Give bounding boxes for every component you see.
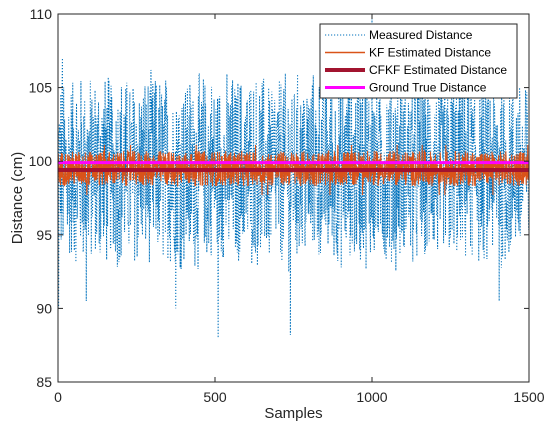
legend-label: Ground True Distance bbox=[369, 81, 487, 95]
legend-box bbox=[319, 23, 518, 99]
axes-frame bbox=[57, 13, 530, 383]
y-tick-label: 100 bbox=[29, 153, 53, 169]
y-tick-label: 90 bbox=[36, 300, 52, 316]
x-tick-label: 0 bbox=[54, 389, 62, 405]
x-tick-label: 1000 bbox=[356, 389, 387, 405]
legend-label: Measured Distance bbox=[369, 28, 473, 42]
y-tick-label: 105 bbox=[29, 80, 53, 96]
legend: Measured Distance KF Estimated Distance CF… bbox=[319, 23, 518, 99]
y-tick-label: 85 bbox=[36, 374, 52, 390]
x-axis-label: Samples bbox=[264, 405, 322, 422]
legend-label: KF Estimated Distance bbox=[369, 46, 491, 60]
kf-estimated-line bbox=[58, 144, 529, 196]
y-axis-label: Distance (cm) bbox=[9, 152, 26, 245]
legend-label: CFKF Estimated Distance bbox=[369, 63, 507, 77]
measured-distance-line bbox=[58, 14, 529, 338]
x-tick-label: 500 bbox=[203, 389, 227, 405]
y-tick-label: 110 bbox=[30, 6, 53, 22]
x-tick-label: 1500 bbox=[513, 389, 544, 405]
y-tick-label: 95 bbox=[36, 227, 52, 243]
